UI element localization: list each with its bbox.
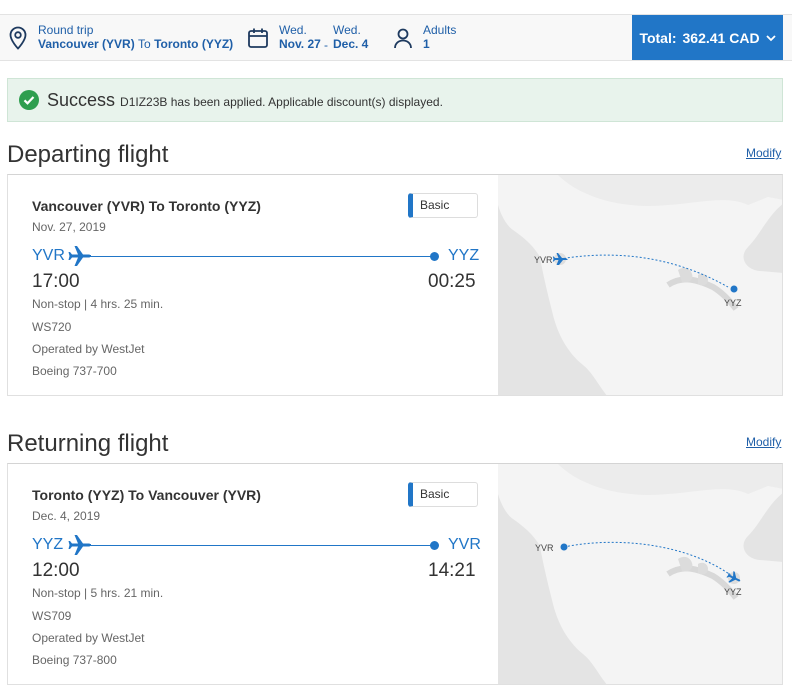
- destination-code: YVR: [448, 536, 481, 553]
- route-summary[interactable]: Round trip Vancouver (YVR) To Toronto (Y…: [38, 23, 233, 51]
- map-origin-label: YVR: [535, 543, 554, 553]
- flight-duration: Non-stop | 5 hrs. 21 min.: [32, 586, 164, 600]
- route-line: [90, 256, 434, 257]
- trip-summary-bar: Round trip Vancouver (YVR) To Toronto (Y…: [0, 14, 792, 61]
- check-circle-icon: [19, 90, 39, 110]
- map-origin-label: YVR: [534, 255, 553, 265]
- location-pin-icon: [9, 26, 27, 50]
- success-banner: Success D1IZ23B has been applied. Applic…: [7, 78, 783, 122]
- success-title: Success: [47, 89, 116, 110]
- map-destination-label: YYZ: [724, 587, 742, 597]
- departure-time: 12:00: [32, 560, 80, 581]
- depart-date-summary[interactable]: Wed. Nov. 27: [279, 23, 321, 51]
- flight-route-title: Toronto (YYZ) To Vancouver (YVR): [32, 487, 261, 503]
- aircraft-type: Boeing 737-800: [32, 653, 117, 667]
- flight-number: WS709: [32, 609, 72, 623]
- destination-dot: [430, 541, 439, 550]
- departing-flight-card: Vancouver (YVR) To Toronto (YYZ) Nov. 27…: [7, 174, 783, 396]
- arrival-time: 00:25: [428, 271, 476, 292]
- flight-operator: Operated by WestJet: [32, 631, 145, 645]
- flight-number: WS720: [32, 320, 72, 334]
- modify-departing-link[interactable]: Modify: [746, 146, 782, 160]
- arrival-time: 14:21: [428, 560, 476, 581]
- flight-date: Dec. 4, 2019: [32, 509, 101, 523]
- fare-badge: Basic: [408, 193, 478, 218]
- chevron-down-icon: [765, 34, 776, 41]
- returning-section-title: Returning flight: [7, 430, 169, 457]
- destination-dot: [430, 252, 439, 261]
- total-label: Total:: [639, 29, 677, 46]
- airplane-icon: [68, 246, 91, 266]
- destination-code: YYZ: [448, 247, 480, 264]
- flight-operator: Operated by WestJet: [32, 342, 145, 356]
- map-destination-label: YYZ: [724, 298, 742, 308]
- returning-flight-card: Toronto (YYZ) To Vancouver (YVR) Dec. 4,…: [7, 463, 783, 685]
- total-price-button[interactable]: Total: 362.41 CAD: [632, 15, 783, 60]
- origin-code: YVR: [32, 247, 65, 264]
- passenger-summary[interactable]: Adults 1: [423, 23, 457, 51]
- route-to-word: To: [138, 37, 151, 51]
- calendar-icon: [248, 28, 268, 48]
- fare-badge: Basic: [408, 482, 478, 507]
- flight-duration: Non-stop | 4 hrs. 25 min.: [32, 297, 164, 311]
- flight-route-title: Vancouver (YVR) To Toronto (YYZ): [32, 198, 261, 214]
- departure-time: 17:00: [32, 271, 80, 292]
- route-line: [90, 545, 434, 546]
- modify-returning-link[interactable]: Modify: [746, 435, 782, 449]
- route-to: Toronto (YYZ): [154, 37, 234, 51]
- route-map: YVR YYZ: [498, 175, 782, 395]
- airplane-icon: [68, 535, 91, 555]
- user-icon: [394, 28, 412, 49]
- return-date-summary[interactable]: Wed. Dec. 4: [333, 23, 369, 51]
- route-from: Vancouver (YVR): [38, 37, 135, 51]
- total-amount: 362.41 CAD: [682, 29, 760, 46]
- date-separator: -: [324, 38, 328, 52]
- aircraft-type: Boeing 737-700: [32, 364, 117, 378]
- departing-section-title: Departing flight: [7, 141, 169, 168]
- trip-type: Round trip: [38, 23, 94, 37]
- route-map: YVR YYZ: [498, 464, 782, 684]
- flight-date: Nov. 27, 2019: [32, 220, 106, 234]
- origin-code: YYZ: [32, 536, 64, 553]
- success-message: D1IZ23B has been applied. Applicable dis…: [120, 95, 443, 109]
